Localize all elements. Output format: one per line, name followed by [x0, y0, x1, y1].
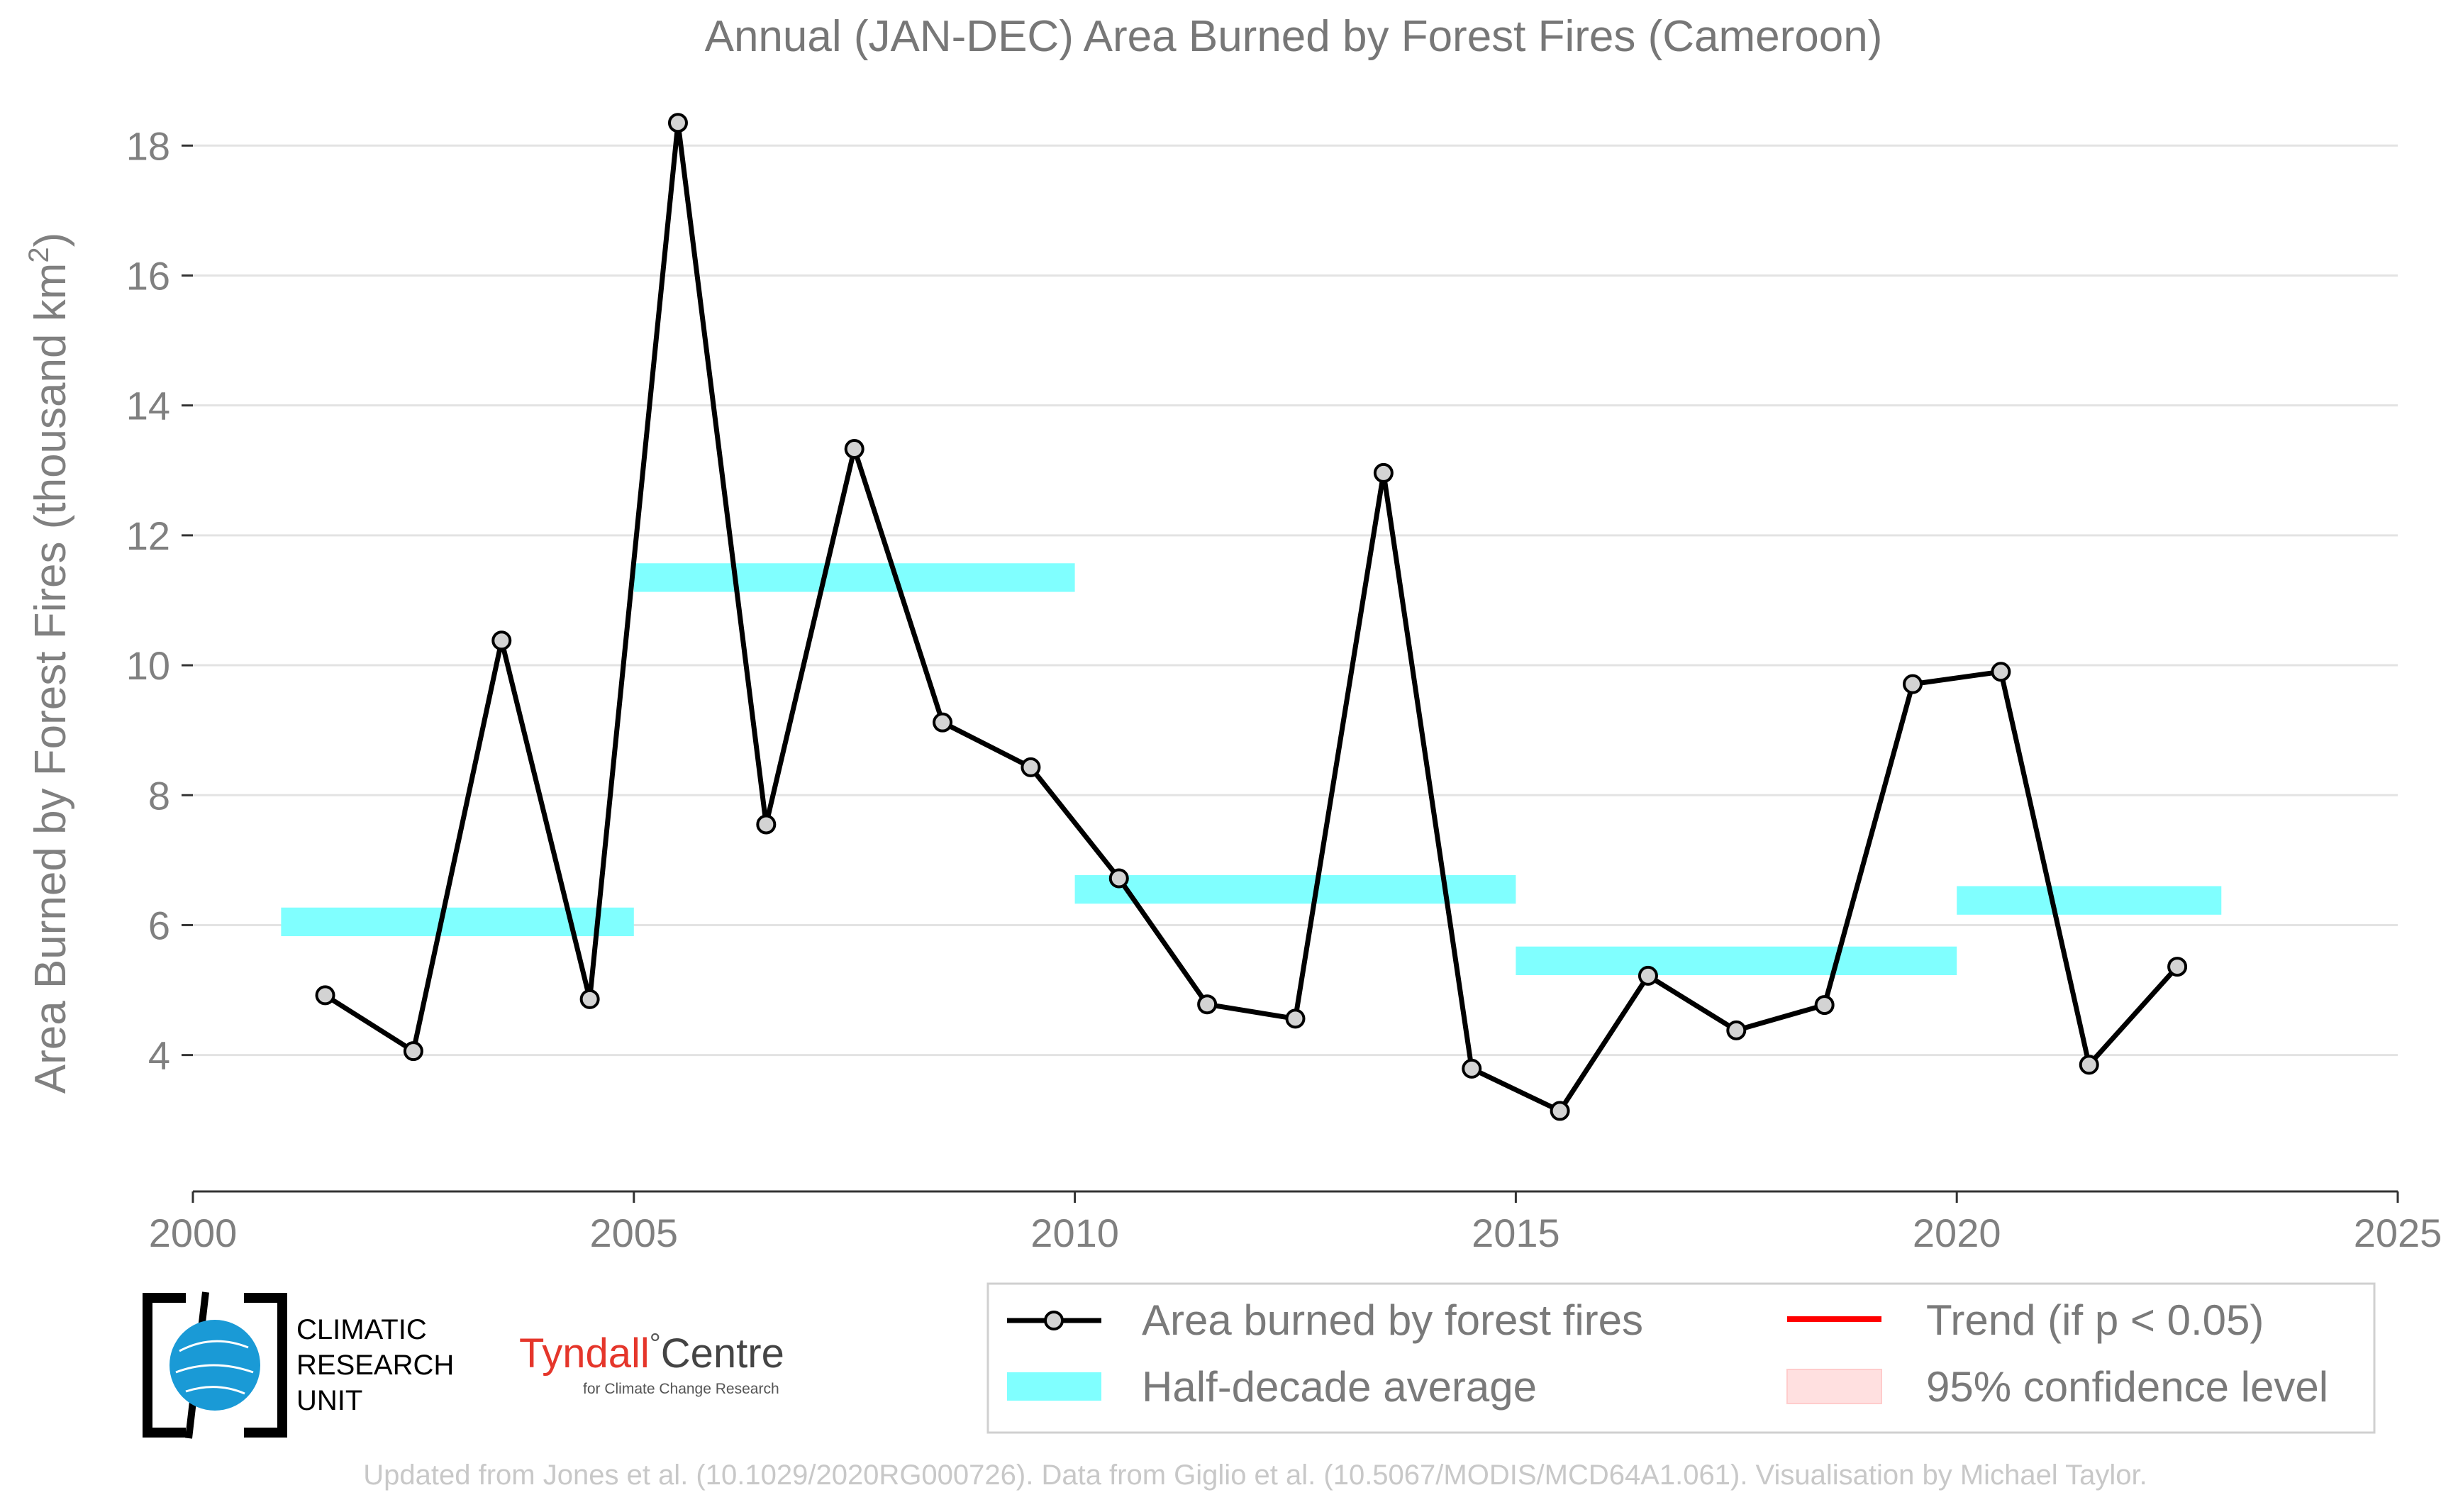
x-tick-label-2015: 2015	[1472, 1211, 1560, 1255]
y-tick-label-18: 18	[126, 123, 170, 168]
legend-label-half-decade: Half-decade average	[1142, 1363, 1537, 1411]
cru-logo: CLIMATIC RESEARCH UNIT	[143, 1291, 454, 1439]
cru-bracket-left	[143, 1293, 186, 1438]
data-point-5	[756, 814, 777, 835]
chart-title: Annual (JAN-DEC) Area Burned by Forest F…	[705, 12, 1883, 61]
legend: Area burned by forest fires Trend (if p …	[986, 1282, 2376, 1434]
legend-confidence-swatch	[1786, 1369, 1882, 1404]
cru-globe-lines	[175, 1340, 254, 1395]
half-decade-band-4	[1957, 886, 2222, 915]
x-tick-label-2005: 2005	[590, 1211, 679, 1255]
legend-box	[986, 1282, 2376, 1434]
y-tick-label-4: 4	[148, 1033, 170, 1078]
x-tick-label-2000: 2000	[149, 1211, 238, 1255]
tyndall-subtitle: for Climate Change Research	[583, 1381, 779, 1397]
data-point-6	[844, 439, 864, 460]
data-point-10	[1197, 994, 1218, 1015]
data-point-15	[1638, 965, 1658, 986]
tyndall-wordmark: Tyndall°Centre	[519, 1328, 784, 1377]
x-axis-ticks: 2000 2005 2010 2015 2020 2025	[149, 1191, 2442, 1255]
data-point-17	[1814, 995, 1835, 1016]
data-point-16	[1726, 1020, 1747, 1040]
credit-text: Updated from Jones et al. (10.1029/2020R…	[363, 1460, 2147, 1491]
tyndall-logo: Tyndall°Centre for Climate Change Resear…	[519, 1328, 784, 1397]
y-tick-label-6: 6	[148, 903, 170, 947]
data-point-7	[933, 712, 953, 733]
y-tick-label-16: 16	[126, 253, 170, 298]
half-decade-band-3	[1516, 946, 1957, 975]
data-point-20	[2079, 1055, 2099, 1075]
data-point-1	[403, 1041, 423, 1062]
data-point-14	[1550, 1101, 1570, 1121]
half-decade-band-0	[281, 907, 634, 937]
half-decade-band-2	[1074, 874, 1516, 904]
legend-label-area-burned: Area burned by forest fires	[1142, 1296, 1643, 1344]
data-point-19	[1991, 662, 2011, 682]
area-burned-points	[315, 113, 2188, 1121]
data-point-18	[1903, 674, 1923, 694]
data-point-2	[491, 630, 512, 651]
cru-text-line-2: RESEARCH	[296, 1350, 454, 1381]
y-tick-label-8: 8	[148, 773, 170, 818]
legend-marker-swatch	[1044, 1311, 1064, 1330]
y-axis-label: Area Burned by Forest Fires (thousand km…	[23, 233, 75, 1094]
data-point-8	[1021, 757, 1041, 777]
y-axis-ticks: 4 6 8 10 12 14 16 18	[126, 123, 193, 1078]
data-point-13	[1462, 1058, 1482, 1079]
data-point-3	[579, 989, 600, 1009]
x-tick-label-2025: 2025	[2354, 1211, 2442, 1255]
data-point-0	[315, 985, 335, 1006]
area-burned-line	[323, 120, 2179, 1113]
legend-label-confidence: 95% confidence level	[1926, 1363, 2328, 1411]
data-point-4	[667, 113, 688, 133]
data-point-21	[2167, 957, 2188, 977]
y-tick-label-12: 12	[126, 513, 170, 558]
cru-text-line-3: UNIT	[296, 1385, 362, 1416]
y-tick-label-10: 10	[126, 643, 170, 688]
x-tick-label-2010: 2010	[1030, 1211, 1119, 1255]
legend-half-decade-swatch	[1007, 1372, 1101, 1401]
legend-label-trend: Trend (if p < 0.05)	[1926, 1296, 2264, 1344]
cru-text-line-1: CLIMATIC	[296, 1314, 427, 1345]
y-tick-label-14: 14	[126, 384, 170, 428]
x-tick-label-2020: 2020	[1913, 1211, 2001, 1255]
data-point-9	[1108, 868, 1129, 889]
half-decade-band-1	[633, 563, 1075, 592]
data-point-11	[1285, 1008, 1306, 1029]
half-decade-average-bands	[281, 563, 2222, 975]
cru-bracket-right	[244, 1293, 287, 1438]
data-point-12	[1373, 462, 1394, 483]
